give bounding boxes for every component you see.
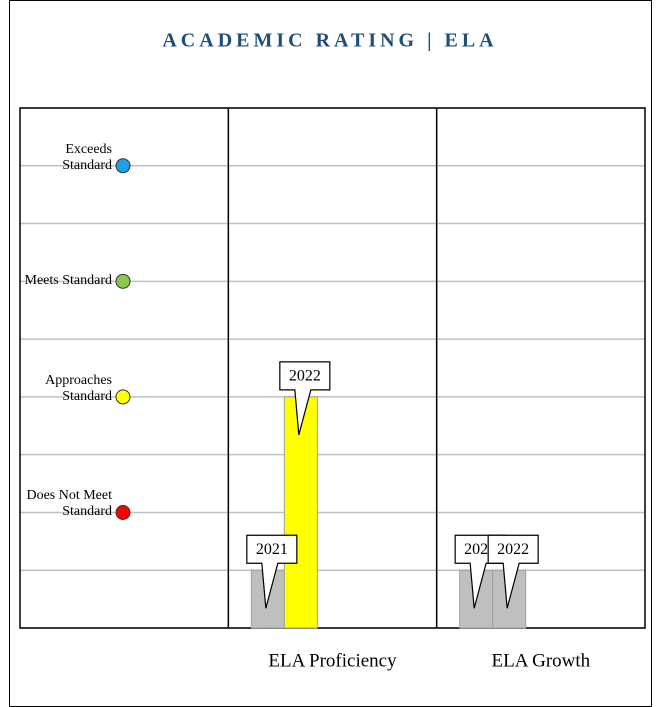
x-tick-label: ELA Growth (491, 650, 590, 671)
callout-label: 2022 (497, 541, 529, 558)
plot-frame (19, 107, 646, 629)
frame (9, 0, 652, 707)
level-label: Approaches Standard (45, 372, 112, 404)
level-marker (115, 504, 131, 520)
level-marker (115, 273, 131, 289)
level-label: Meets Standard (24, 273, 112, 289)
level-marker (115, 389, 131, 405)
callout (246, 534, 298, 609)
callout-label: 2021 (256, 541, 288, 558)
callout (487, 534, 539, 609)
level-label: Does Not Meet Standard (26, 488, 112, 520)
level-marker (115, 158, 131, 174)
bar (283, 396, 318, 629)
x-tick-label: ELA Proficiency (268, 650, 397, 671)
chart-title: ACADEMIC RATING | ELA (162, 30, 497, 52)
callout (279, 361, 331, 436)
callout-label: 2022 (289, 368, 321, 385)
level-label: Exceeds Standard (62, 141, 112, 173)
